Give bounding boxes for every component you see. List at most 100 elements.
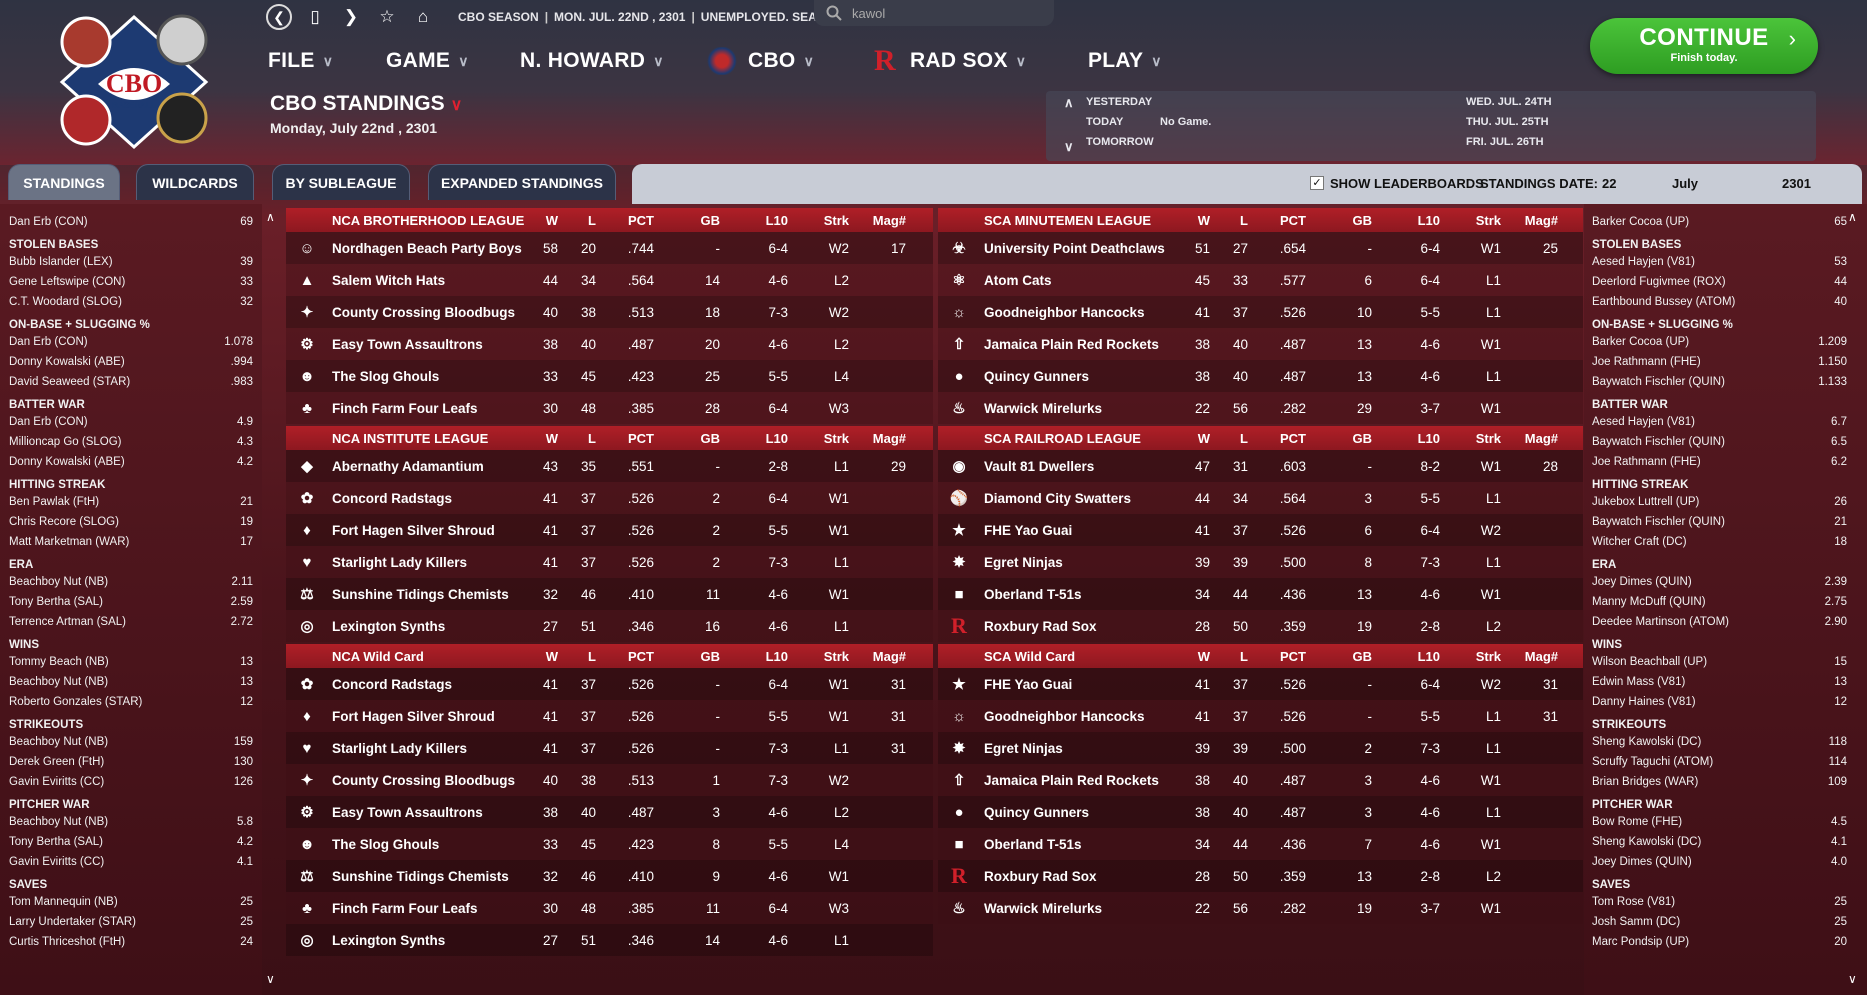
crumb-date[interactable]: MON. JUL. 22ND , 2301	[554, 10, 686, 24]
standings-year-select[interactable]: 2301	[1782, 176, 1811, 191]
column-header-strk[interactable]: Strk	[823, 430, 849, 446]
leaderboard-row[interactable]: Gene Leftswipe (CON) 33	[9, 276, 253, 288]
leaderboard-row[interactable]: Earthbound Bussey (ATOM) 40	[1592, 296, 1847, 308]
team-row[interactable]: ✿ Concord Radstags 41 37 .526 - 6-4 W1 31	[286, 668, 933, 700]
team-name[interactable]: The Slog Ghouls	[332, 836, 440, 852]
team-name[interactable]: Oberland T-51s	[984, 586, 1082, 602]
team-name[interactable]: Quincy Gunners	[984, 368, 1090, 384]
team-row[interactable]: ✦ County Crossing Bloodbugs 40 38 .513 1 7-3 W2	[286, 764, 933, 796]
column-header-mag[interactable]: Mag#	[1524, 212, 1558, 228]
team-row[interactable]: ◉ Vault 81 Dwellers 47 31 .603 - 8-2 W1 28	[938, 450, 1583, 482]
tab-standings[interactable]: STANDINGS	[8, 164, 120, 200]
team-row[interactable]: ✦ County Crossing Bloodbugs 40 38 .513 18 7-3 W…	[286, 296, 933, 328]
team-row[interactable]: ★ FHE Yao Guai 41 37 .526 - 6-4 W2 31	[938, 668, 1583, 700]
search-icon[interactable]	[826, 5, 842, 21]
team-row[interactable]: ♨ Warwick Mirelurks 22 56 .282 29 3-7 W1	[938, 392, 1583, 424]
team-name[interactable]: Goodneighbor Hancocks	[984, 708, 1145, 724]
team-row[interactable]: ♦ Fort Hagen Silver Shroud 41 37 .526 2 5-5 W1	[286, 514, 933, 546]
team-row[interactable]: R Roxbury Rad Sox 28 50 .359 19 2-8 L2	[938, 610, 1583, 642]
team-row[interactable]: ◎ Lexington Synths 27 51 .346 16 4-6 L1	[286, 610, 933, 642]
column-header-l[interactable]: L	[1240, 430, 1248, 446]
leaderboard-row[interactable]: Baywatch Fischler (QUIN) 6.5	[1592, 436, 1847, 448]
leaderboard-row[interactable]: Gavin Eviritts (CC) 4.1	[9, 856, 253, 868]
team-name[interactable]: Sunshine Tidings Chemists	[332, 586, 509, 602]
column-header-strk[interactable]: Strk	[823, 212, 849, 228]
team-name[interactable]: Finch Farm Four Leafs	[332, 900, 478, 916]
scroll-up-icon[interactable]: ∧	[1848, 210, 1857, 224]
team-row[interactable]: ▲ Salem Witch Hats 44 34 .564 14 4-6 L2	[286, 264, 933, 296]
leaderboard-row[interactable]: Bubb Islander (LEX) 39	[9, 256, 253, 268]
team-name[interactable]: Atom Cats	[984, 272, 1052, 288]
column-header-gb[interactable]: GB	[1352, 648, 1373, 664]
leaderboard-row[interactable]: Roberto Gonzales (STAR) 12	[9, 696, 253, 708]
leaderboard-row[interactable]: Deedee Martinson (ATOM) 2.90	[1592, 616, 1847, 628]
team-name[interactable]: Starlight Lady Killers	[332, 554, 468, 570]
team-name[interactable]: County Crossing Bloodbugs	[332, 772, 515, 788]
column-header-strk[interactable]: Strk	[823, 648, 849, 664]
page-title[interactable]: CBO STANDINGS ∨	[270, 92, 462, 116]
team-row[interactable]: ♥ Starlight Lady Killers 41 37 .526 - 7-3 L1 31	[286, 732, 933, 764]
team-row[interactable]: ⚖ Sunshine Tidings Chemists 32 46 .410 11 4-6 W…	[286, 578, 933, 610]
standings-month-select[interactable]: July	[1672, 176, 1699, 191]
menu-file[interactable]: FILE ∨	[268, 46, 333, 76]
team-name[interactable]: Fort Hagen Silver Shroud	[332, 522, 495, 538]
right-leaderboard[interactable]: ∧ ∨ Barker Cocoa (UP) 65 STOLEN BASES Aesed…	[1584, 204, 1867, 995]
left-leaderboard[interactable]: ∧ ∨ Dan Erb (CON) 69 STOLEN BASES Bubb Isla…	[0, 204, 275, 995]
leaderboard-row[interactable]: Gavin Eviritts (CC) 126	[9, 776, 253, 788]
leaderboard-row[interactable]: Wilson Beachball (UP) 15	[1592, 656, 1847, 668]
team-name[interactable]: Quincy Gunners	[984, 804, 1090, 820]
leaderboard-row[interactable]: Joey Dimes (QUIN) 2.39	[1592, 576, 1847, 588]
column-header-mag[interactable]: Mag#	[1524, 648, 1558, 664]
team-row[interactable]: ♦ Fort Hagen Silver Shroud 41 37 .526 - 5-5 W1 3…	[286, 700, 933, 732]
tab-by-subleague[interactable]: BY SUBLEAGUE	[272, 164, 410, 200]
team-name[interactable]: Abernathy Adamantium	[332, 458, 484, 474]
team-row[interactable]: ☼ Goodneighbor Hancocks 41 37 .526 10 5-5 L1	[938, 296, 1583, 328]
cbo-logo[interactable]: CBO BASEBALL	[58, 12, 210, 152]
column-header-mag[interactable]: Mag#	[872, 212, 906, 228]
menu-play[interactable]: PLAY ∨	[1088, 46, 1162, 76]
show-leaderboards-checkbox[interactable]: ✓	[1310, 176, 1324, 190]
leaderboard-row[interactable]: Jukebox Luttrell (UP) 26	[1592, 496, 1847, 508]
column-header-mag[interactable]: Mag#	[1524, 430, 1558, 446]
team-row[interactable]: ♣ Finch Farm Four Leafs 30 48 .385 28 6-4 W3	[286, 392, 933, 424]
team-name[interactable]: Fort Hagen Silver Shroud	[332, 708, 495, 724]
team-name[interactable]: FHE Yao Guai	[984, 676, 1073, 692]
scroll-down-icon[interactable]: ∨	[266, 972, 275, 986]
back-icon[interactable]: ❮	[266, 4, 292, 30]
leaderboard-row[interactable]: Scruffy Taguchi (ATOM) 114	[1592, 756, 1847, 768]
team-name[interactable]: Easy Town Assaultrons	[332, 336, 483, 352]
team-row[interactable]: ☻ The Slog Ghouls 33 45 .423 8 5-5 L4	[286, 828, 933, 860]
team-row[interactable]: ☺ Nordhagen Beach Party Boys 58 20 .744 - 6-4 W…	[286, 232, 933, 264]
team-name[interactable]: The Slog Ghouls	[332, 368, 440, 384]
column-header-pct[interactable]: PCT	[1280, 648, 1306, 664]
team-row[interactable]: ☼ Goodneighbor Hancocks 41 37 .526 - 5-5 L1 31	[938, 700, 1583, 732]
leaderboard-row[interactable]: Tom Mannequin (NB) 25	[9, 896, 253, 908]
up-arrow-icon[interactable]: ∧	[1064, 95, 1074, 110]
column-header-gb[interactable]: GB	[700, 212, 721, 228]
menu-manager[interactable]: N. HOWARD ∨	[520, 46, 664, 76]
column-header-l[interactable]: L	[588, 430, 596, 446]
leaderboard-row[interactable]: Curtis Thriceshot (FtH) 24	[9, 936, 253, 948]
forward-icon[interactable]: ❯	[343, 7, 359, 26]
leaderboard-row[interactable]: Donny Kowalski (ABE) .994	[9, 356, 253, 368]
column-header-gb[interactable]: GB	[1352, 430, 1373, 446]
team-row[interactable]: ■ Oberland T-51s 34 44 .436 7 4-6 W1	[938, 828, 1583, 860]
team-row[interactable]: ♨ Warwick Mirelurks 22 56 .282 19 3-7 W1	[938, 892, 1583, 924]
team-name[interactable]: Warwick Mirelurks	[984, 900, 1103, 916]
team-row[interactable]: R Roxbury Rad Sox 28 50 .359 13 2-8 L2	[938, 860, 1583, 892]
column-header-w[interactable]: W	[545, 430, 558, 446]
column-header-w[interactable]: W	[545, 212, 558, 228]
column-header-l10[interactable]: L10	[765, 648, 788, 664]
leaderboard-row[interactable]: Joe Rathmann (FHE) 1.150	[1592, 356, 1847, 368]
team-name[interactable]: Nordhagen Beach Party Boys	[332, 240, 522, 256]
tab-wildcards[interactable]: WILDCARDS	[136, 164, 254, 200]
team-name[interactable]: Jamaica Plain Red Rockets	[984, 336, 1159, 352]
column-header-l10[interactable]: L10	[1417, 430, 1440, 446]
team-name[interactable]: Concord Radstags	[332, 490, 453, 506]
leaderboard-row[interactable]: Beachboy Nut (NB) 13	[9, 676, 253, 688]
scroll-up-icon[interactable]: ∧	[266, 210, 275, 224]
team-row[interactable]: ⚛ Atom Cats 45 33 .577 6 6-4 L1	[938, 264, 1583, 296]
page-icon[interactable]: ▯	[310, 7, 320, 26]
leaderboard-row[interactable]: Tony Bertha (SAL) 4.2	[9, 836, 253, 848]
column-header-gb[interactable]: GB	[700, 430, 721, 446]
